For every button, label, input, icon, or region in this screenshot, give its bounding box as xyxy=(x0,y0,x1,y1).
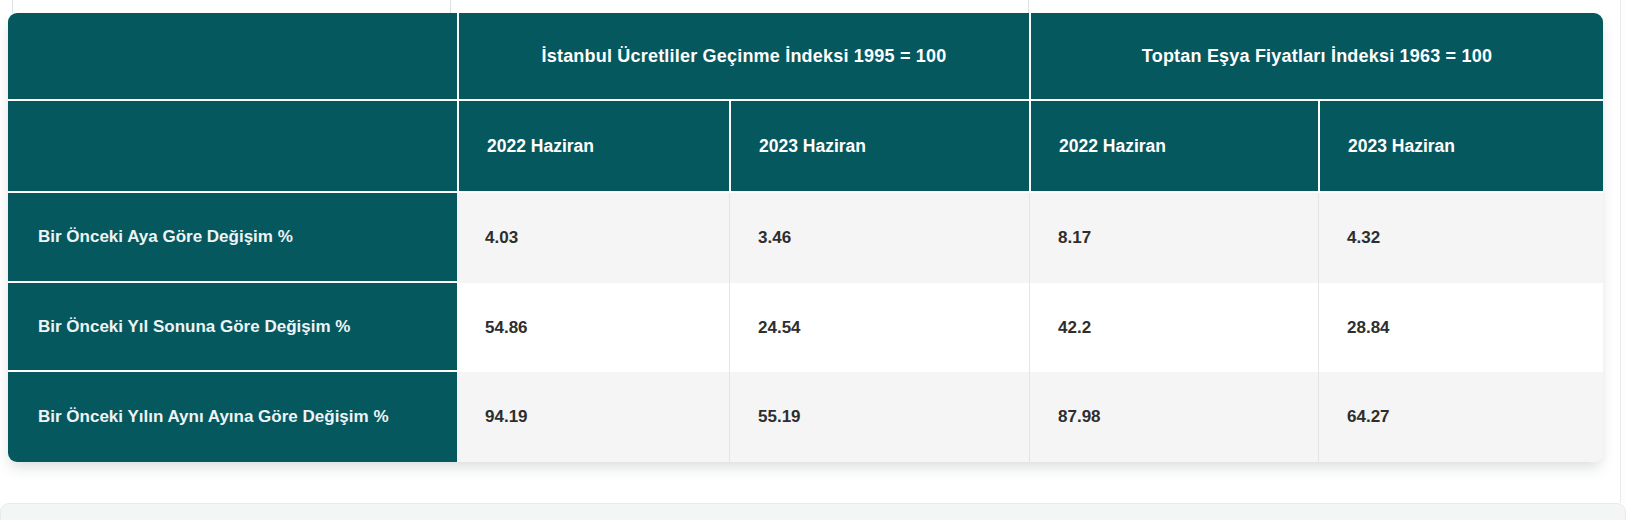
row-label-aylik-degisim: Bir Önceki Aya Göre Değişim % xyxy=(8,193,457,283)
corner-cell-top xyxy=(8,13,457,101)
value-cell: 4.03 xyxy=(457,193,729,283)
value-cell: 42.2 xyxy=(1029,283,1318,372)
value-cell: 8.17 xyxy=(1029,193,1318,283)
value-cell: 94.19 xyxy=(457,372,729,462)
top-strip xyxy=(0,0,1626,13)
subheader-2023-haziran-gecinme: 2023 Haziran xyxy=(729,101,1029,193)
row-label-yil-sonuna-gore-degisim: Bir Önceki Yıl Sonuna Göre Değişim % xyxy=(8,283,457,372)
value-cell: 54.86 xyxy=(457,283,729,372)
top-strip-divider xyxy=(12,0,13,13)
price-indices-table: İstanbul Ücretliler Geçinme İndeksi 1995… xyxy=(8,13,1603,462)
top-strip-divider xyxy=(450,0,451,13)
page-right-edge xyxy=(1620,0,1626,503)
page: İstanbul Ücretliler Geçinme İndeksi 1995… xyxy=(0,0,1626,520)
subheader-2022-haziran-gecinme: 2022 Haziran xyxy=(457,101,729,193)
price-indices-table-card: İstanbul Ücretliler Geçinme İndeksi 1995… xyxy=(8,13,1603,462)
column-group-toptan-esya: Toptan Eşya Fiyatları İndeksi 1963 = 100 xyxy=(1029,13,1603,101)
subheader-2022-haziran-toptan: 2022 Haziran xyxy=(1029,101,1318,193)
row-label-yillik-degisim: Bir Önceki Yılın Aynı Ayına Göre Değişim… xyxy=(8,372,457,462)
value-cell: 3.46 xyxy=(729,193,1029,283)
value-cell: 87.98 xyxy=(1029,372,1318,462)
value-cell: 55.19 xyxy=(729,372,1029,462)
column-group-istanbul-gecinme: İstanbul Ücretliler Geçinme İndeksi 1995… xyxy=(457,13,1029,101)
value-cell: 4.32 xyxy=(1318,193,1603,283)
top-strip-divider xyxy=(1028,0,1029,13)
subheader-2023-haziran-toptan: 2023 Haziran xyxy=(1318,101,1603,193)
value-cell: 28.84 xyxy=(1318,283,1603,372)
value-cell: 64.27 xyxy=(1318,372,1603,462)
next-section-top-edge xyxy=(0,503,1626,520)
value-cell: 24.54 xyxy=(729,283,1029,372)
corner-cell-bottom xyxy=(8,101,457,193)
